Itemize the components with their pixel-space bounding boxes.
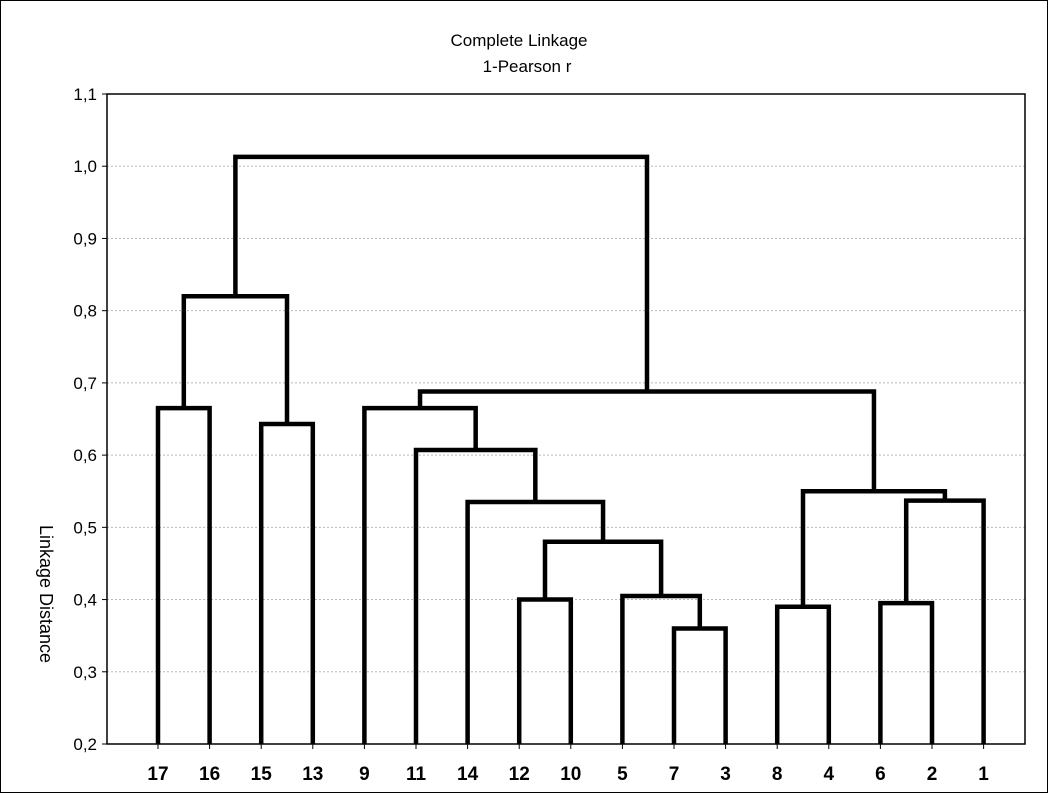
leaf-label: 5 [617,764,628,785]
leaf-label: 15 [251,764,273,785]
leaf-label: 6 [875,764,886,785]
leaf-label: 1 [978,764,989,785]
y-tick-label: 0,7 [73,374,97,393]
y-tick-label: 0,5 [73,518,97,537]
dendrogram-link [413,447,538,744]
leaf-label: 7 [669,764,680,785]
y-tick-label: 0,2 [73,735,97,754]
y-tick-label: 0,6 [73,446,97,465]
leaf-label: 11 [406,764,427,785]
leaf-label: 16 [199,764,220,785]
dendrogram-link [878,600,935,744]
y-tick-label: 0,3 [73,663,97,682]
y-tick-label: 0,4 [73,591,97,610]
y-tick-label: 0,9 [73,229,97,248]
leaf-label: 2 [927,764,938,785]
leaf-label: 8 [772,764,783,785]
dendrogram-link [362,405,478,744]
y-tick-label: 1,1 [73,85,97,104]
dendrogram-link [774,604,832,744]
leaf-label: 14 [457,764,479,785]
dendrogram-link [516,597,574,744]
leaf-label: 3 [720,764,731,785]
y-tick-label: 0,8 [73,302,97,321]
dendrogram-link [258,421,316,744]
leaf-label: 13 [302,764,323,785]
chart-title: Complete Linkage [450,31,587,50]
leaf-label: 10 [560,764,581,785]
leaf-label: 17 [147,764,168,785]
chart-subtitle: 1-Pearson r [483,57,572,76]
dendrogram-links [155,154,986,744]
leaf-label: 9 [359,764,370,785]
plot-area-frame [106,93,1026,745]
y-tick-label: 1,0 [73,157,97,176]
dendrogram-link [465,499,606,744]
leaf-label: 4 [824,764,835,785]
dendrogram-link [542,539,664,600]
dendrogram-link [155,405,212,744]
y-axis-label: Linkage Distance [36,525,56,663]
leaf-labels: 17 16 15 13 9 11 14 12 10 5 7 3 8 4 6 2 1 [147,744,989,785]
dendrogram-link [417,389,877,492]
leaf-label: 12 [509,764,530,785]
y-axis-ticks: 0,2 0,3 0,4 0,5 0,6 0,7 0,8 0,9 1,0 1,1 [73,85,107,754]
dendrogram-link [233,154,650,392]
